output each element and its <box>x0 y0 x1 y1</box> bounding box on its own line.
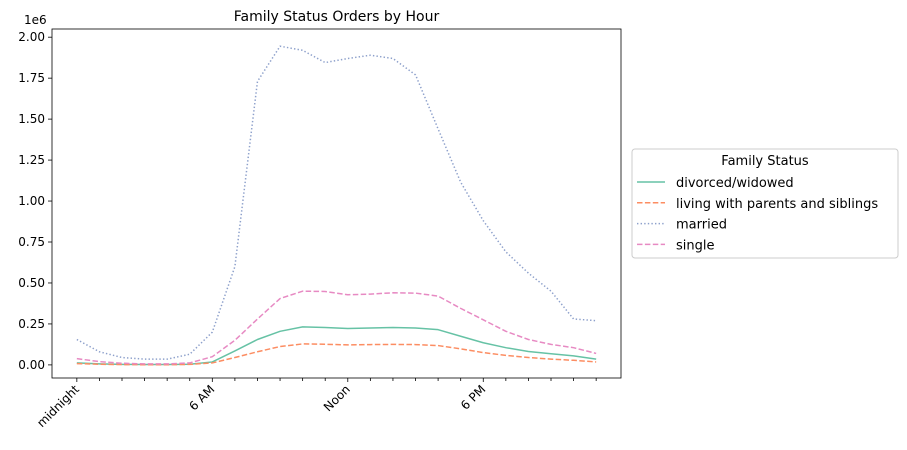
legend-items: divorced/widowed living with parents and … <box>637 176 878 253</box>
y-tick-label: 2.00 <box>18 30 45 44</box>
series-line-3 <box>76 45 597 360</box>
series-line-2 <box>76 343 597 366</box>
legend-label: living with parents and siblings <box>676 197 878 212</box>
y-tick-label: 1.00 <box>18 194 45 208</box>
y-tick-label: 0.25 <box>18 317 45 331</box>
legend-box <box>631 148 899 259</box>
series-line-1 <box>76 326 597 366</box>
legend-label: divorced/widowed <box>676 176 794 191</box>
y-tick-label: 1.25 <box>18 153 45 167</box>
y-tick-label: 1.50 <box>18 112 45 126</box>
legend: Family Status divorced/widowed living wit… <box>631 148 899 259</box>
y-tick-label: 0.00 <box>18 358 45 372</box>
y-axis-offset-label: 1e6 <box>24 13 47 27</box>
chart-title: Family Status Orders by Hour <box>234 9 440 25</box>
legend-label: single <box>676 238 715 253</box>
x-tick-label: midnight <box>34 382 82 430</box>
x-tick-label: 6 AM <box>186 382 217 413</box>
y-tick-label: 1.75 <box>18 71 45 85</box>
series-layer <box>76 45 597 366</box>
plot-area <box>51 28 622 379</box>
x-tick-label: 6 PM <box>458 382 488 412</box>
y-axis: 0.00 0.25 0.50 0.75 1.00 1.25 1.50 1.75 2.00 <box>18 30 52 372</box>
x-axis: midnight 6 AM Noon 6 PM <box>34 378 597 430</box>
legend-label: married <box>676 218 727 233</box>
legend-title: Family Status <box>721 154 809 169</box>
y-tick-label: 0.75 <box>18 235 45 249</box>
x-tick-label: Noon <box>321 382 353 414</box>
y-tick-label: 0.50 <box>18 276 45 290</box>
